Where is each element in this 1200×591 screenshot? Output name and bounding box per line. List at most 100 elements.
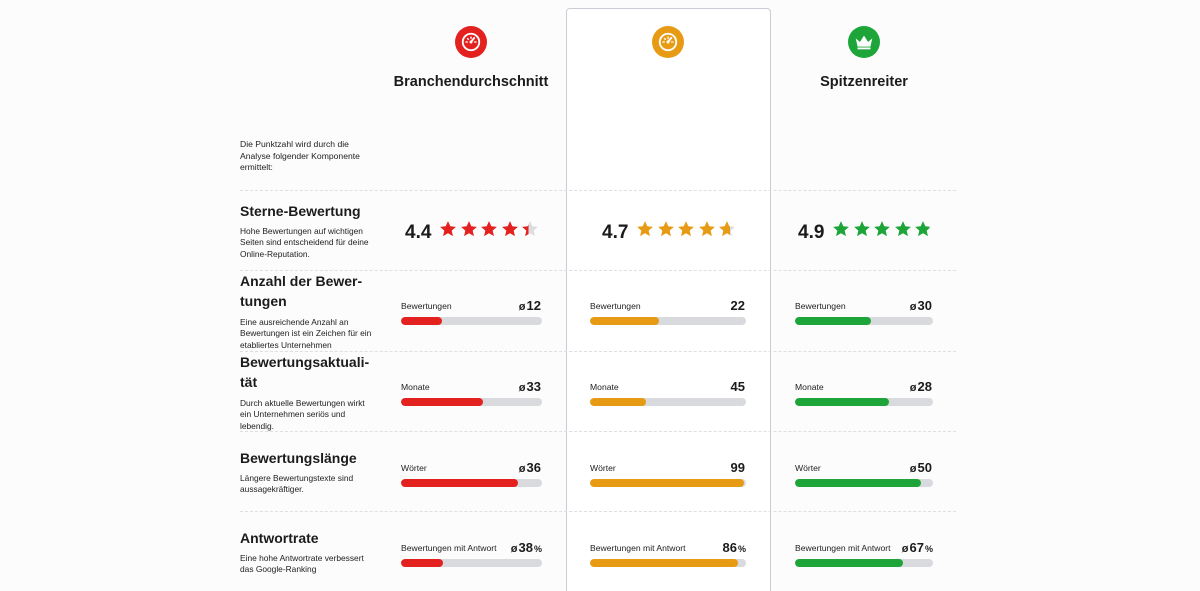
metric-label: Bewertungen [401, 301, 452, 311]
progress-fill [590, 479, 745, 487]
column-title: Spitzenreiter [820, 74, 908, 90]
metric-cell: Monate ø33 [401, 379, 542, 413]
star-icon [833, 221, 850, 237]
metric-value: 45 [730, 379, 746, 394]
metric-label: Wörter [401, 463, 427, 473]
metric-number: 28 [917, 379, 932, 394]
rating-score: 4.7 [602, 222, 629, 243]
metric-cell: Wörter ø50 [795, 460, 933, 494]
progress-track [795, 559, 933, 567]
metric-unit: % [533, 544, 542, 554]
metric-label: Bewertungen mit Antwort [401, 543, 497, 553]
progress-track [401, 479, 542, 487]
progress-fill [795, 398, 889, 406]
divider [240, 351, 956, 352]
row-description: Durch aktuelle Bewertungen wirkt ein Unt… [240, 398, 365, 431]
progress-fill [590, 317, 659, 325]
star-icon [658, 221, 674, 237]
progress-fill [401, 479, 519, 487]
progress-fill [401, 317, 442, 325]
metric-value: ø67% [902, 540, 933, 555]
progress-track [795, 398, 933, 406]
metric-label: Monate [795, 382, 824, 392]
column-title: Branchendurchschnitt [393, 74, 549, 90]
average-symbol: ø [909, 382, 917, 394]
column-header-average: Branchendurchschnitt [371, 26, 571, 92]
metric-unit: % [924, 544, 933, 554]
column-title [568, 74, 768, 92]
row-title: Antwortrate [240, 530, 319, 546]
progress-track [590, 317, 746, 325]
metric-cell: Bewertungen mit Antwort 86% [590, 540, 746, 574]
average-symbol: ø [909, 463, 917, 475]
star-icon [461, 221, 477, 237]
average-symbol: ø [909, 301, 917, 313]
metric-value: 99 [730, 460, 746, 475]
metric-number: 45 [730, 379, 745, 394]
star-icon [522, 221, 539, 237]
average-symbol: ø [518, 301, 526, 313]
metric-value: ø50 [910, 460, 933, 475]
rating-cell: 4.9 [798, 214, 932, 244]
metric-label: Bewertungen mit Antwort [795, 543, 891, 553]
metric-number: 12 [526, 298, 541, 313]
column-header-own [568, 26, 768, 92]
row-description: Längere Bewertungstexte sind aussagekräf… [240, 473, 354, 495]
metric-label: Wörter [795, 463, 821, 473]
divider [240, 190, 956, 191]
metric-value: ø30 [910, 298, 933, 313]
metric-cell: Wörter 99 [590, 460, 746, 494]
progress-track [590, 398, 746, 406]
star-icon [719, 221, 736, 237]
metric-number: 38 [518, 540, 533, 555]
rating-cell: 4.7 [602, 214, 736, 244]
metric-number: 86 [722, 540, 737, 555]
star-icon [502, 221, 518, 237]
rating-score: 4.9 [798, 222, 825, 243]
metric-value: ø38% [511, 540, 542, 555]
metric-cell: Bewertungen ø12 [401, 298, 542, 332]
column-header-top: Spitzenreiter [764, 26, 964, 92]
metric-value: ø12 [519, 298, 542, 313]
progress-fill [590, 398, 647, 406]
star-icon [854, 221, 870, 237]
progress-track [401, 398, 542, 406]
row-description: Hohe Bewertungen auf wichtigen Seiten si… [240, 226, 369, 259]
highlighted-column [566, 8, 771, 591]
progress-track [590, 479, 746, 487]
progress-fill [590, 559, 739, 567]
metric-cell: Bewertungen mit Antwort ø38% [401, 540, 542, 574]
rating-cell: 4.4 [405, 214, 539, 244]
star-icon [895, 221, 911, 237]
metric-number: 33 [526, 379, 541, 394]
crown-icon [848, 26, 880, 58]
divider [240, 431, 956, 432]
metric-number: 22 [730, 298, 745, 313]
metric-cell: Monate ø28 [795, 379, 933, 413]
gauge-icon [652, 26, 684, 58]
metric-number: 30 [917, 298, 932, 313]
metric-cell: Bewertungen mit Antwort ø67% [795, 540, 933, 574]
average-symbol: ø [518, 463, 526, 475]
progress-fill [795, 559, 903, 567]
metric-value: ø28 [910, 379, 933, 394]
metric-label: Wörter [590, 463, 616, 473]
metric-cell: Bewertungen ø30 [795, 298, 933, 332]
metric-number: 50 [917, 460, 932, 475]
row-title: Bewertungsaktuali-tät [240, 354, 370, 390]
metric-label: Bewertungen mit Antwort [590, 543, 686, 553]
gauge-icon [455, 26, 487, 58]
metric-value: ø36 [519, 460, 542, 475]
intro-text: Die Punktzahl wird durch die Analyse fol… [240, 139, 360, 172]
progress-track [401, 317, 542, 325]
metric-value: 22 [730, 298, 746, 313]
divider [240, 511, 956, 512]
metric-label: Monate [590, 382, 619, 392]
row-title: Bewertungslänge [240, 450, 357, 466]
average-symbol: ø [901, 543, 909, 555]
metric-label: Bewertungen [590, 301, 641, 311]
progress-track [401, 559, 542, 567]
star-icon [699, 221, 715, 237]
star-rating [439, 220, 539, 238]
metric-label: Bewertungen [795, 301, 846, 311]
